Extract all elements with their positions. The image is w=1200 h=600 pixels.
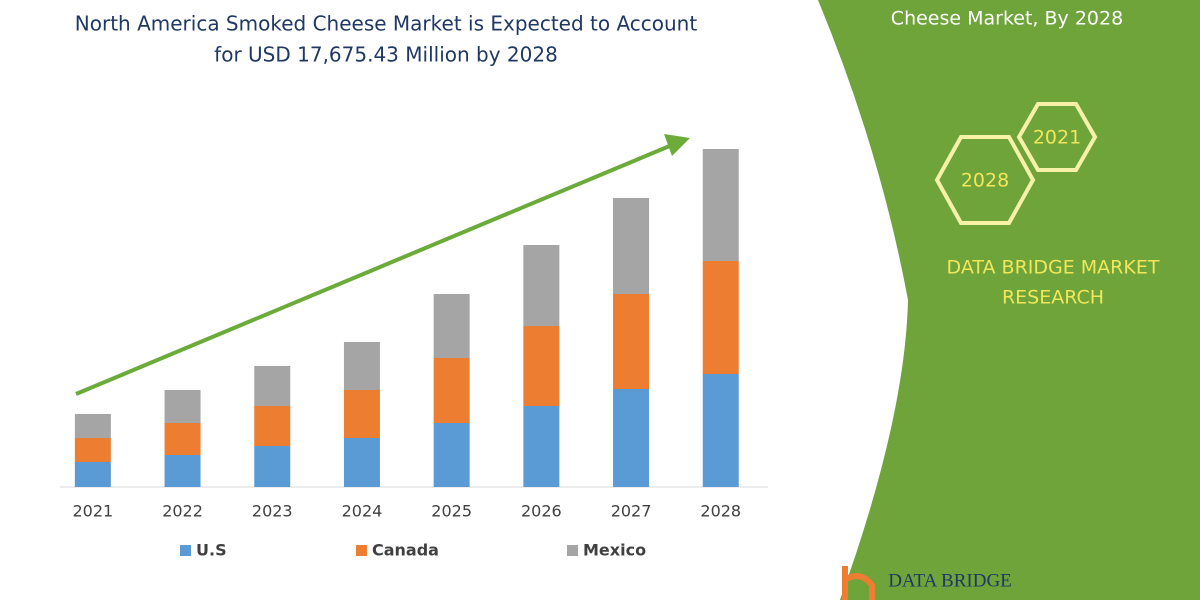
hexagon bbox=[1016, 102, 1098, 172]
bar-segment bbox=[613, 198, 650, 294]
bar-segment bbox=[74, 414, 111, 438]
bar-segment bbox=[613, 389, 650, 487]
bar-segment bbox=[254, 446, 291, 487]
bar-segment bbox=[74, 462, 111, 487]
hexagon-label: 2021 bbox=[1033, 127, 1081, 149]
arrow-head bbox=[664, 134, 690, 156]
hexagon-label: 2028 bbox=[961, 170, 1009, 192]
bar-segment bbox=[523, 326, 560, 406]
x-tick-label: 2022 bbox=[162, 502, 203, 521]
legend-label: U.S bbox=[196, 541, 227, 560]
bar-segment bbox=[433, 358, 470, 423]
bar-segment bbox=[254, 366, 291, 406]
bar-segment bbox=[433, 423, 470, 487]
bar-segment bbox=[702, 149, 739, 261]
bar-segment bbox=[343, 342, 380, 390]
legend-swatch bbox=[180, 545, 191, 556]
bar-segment bbox=[613, 294, 650, 389]
bar-segment bbox=[343, 438, 380, 487]
bar-segment bbox=[164, 390, 201, 423]
bar-segment bbox=[702, 374, 739, 487]
bar-segment bbox=[702, 261, 739, 374]
x-tick-label: 2025 bbox=[431, 502, 472, 521]
bar-segment bbox=[74, 438, 111, 462]
x-tick-label: 2028 bbox=[700, 502, 741, 521]
x-tick-label: 2021 bbox=[72, 502, 113, 521]
bar-segment bbox=[343, 390, 380, 438]
green-panel bbox=[818, 0, 1200, 600]
brand-text: RESEARCH bbox=[1002, 287, 1104, 309]
bar-segment bbox=[164, 423, 201, 455]
bar-segment bbox=[433, 294, 470, 358]
legend-swatch bbox=[567, 545, 578, 556]
bar-segment bbox=[523, 406, 560, 487]
legend-swatch bbox=[356, 545, 367, 556]
bar-segment bbox=[164, 455, 201, 487]
chart-title: for USD 17,675.43 Million by 2028 bbox=[214, 43, 558, 67]
trend-arrow bbox=[75, 143, 673, 396]
bar-segment bbox=[254, 406, 291, 446]
legend-label: Canada bbox=[372, 541, 439, 560]
hexagon bbox=[934, 135, 1036, 225]
logo-icon bbox=[842, 566, 875, 600]
legend-label: Mexico bbox=[583, 541, 646, 560]
logo-text: DATA BRIDGE bbox=[888, 570, 1012, 591]
x-tick-label: 2027 bbox=[611, 502, 652, 521]
bar-segment bbox=[523, 245, 560, 326]
x-tick-label: 2026 bbox=[521, 502, 562, 521]
x-tick-label: 2024 bbox=[342, 502, 383, 521]
chart-title: North America Smoked Cheese Market is Ex… bbox=[75, 12, 698, 36]
panel-heading: Cheese Market, By 2028 bbox=[891, 8, 1123, 30]
x-tick-label: 2023 bbox=[252, 502, 293, 521]
bars bbox=[74, 149, 739, 487]
brand-text: DATA BRIDGE MARKET bbox=[947, 257, 1160, 279]
